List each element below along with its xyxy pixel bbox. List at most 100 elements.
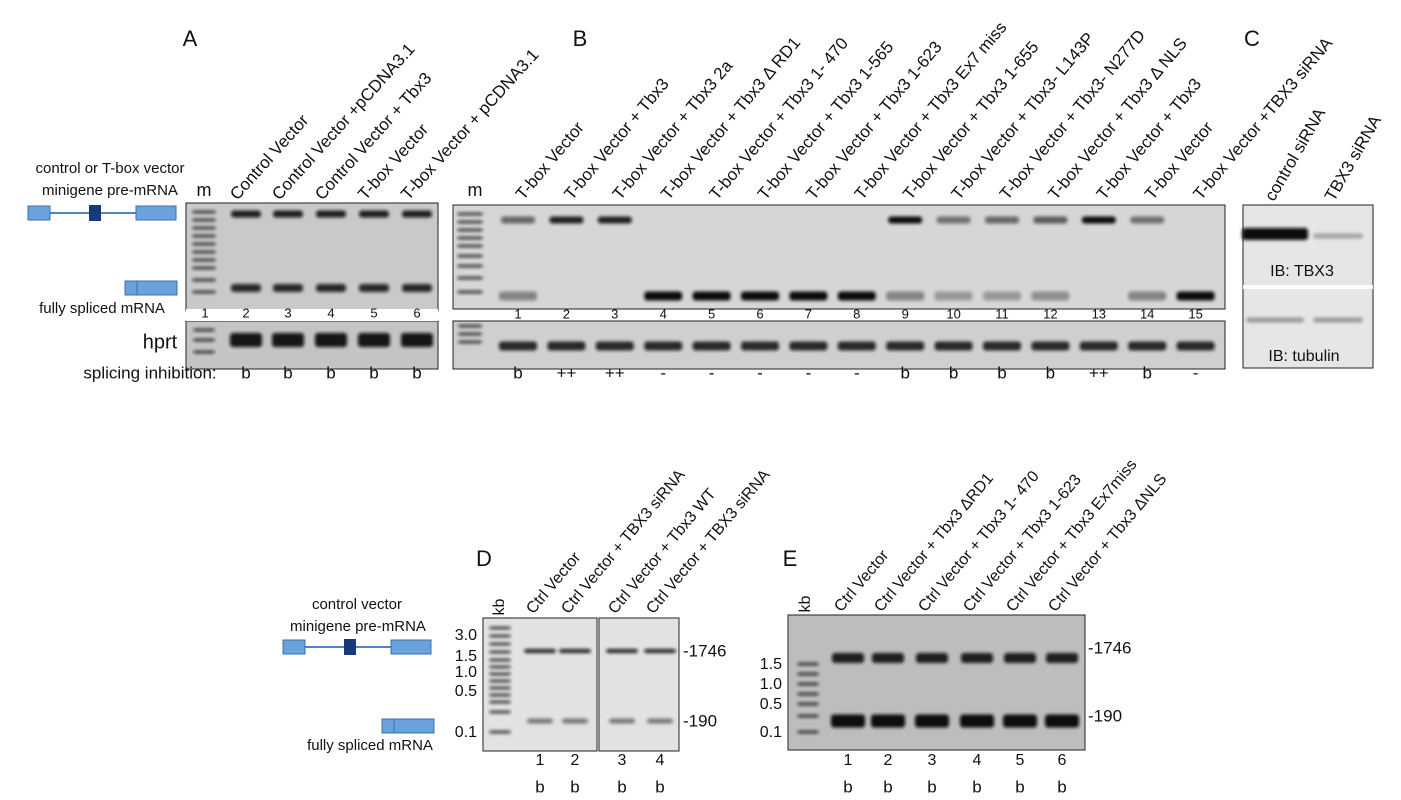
ladder-label: 0.5 <box>760 696 782 713</box>
band <box>272 333 304 347</box>
band <box>458 324 482 328</box>
panel-label: A <box>183 26 198 51</box>
blot-label: IB: TBX3 <box>1270 263 1334 280</box>
band <box>1004 653 1036 663</box>
band <box>489 700 511 704</box>
inhibition: b <box>412 363 421 382</box>
lane-number: 6 <box>1058 752 1067 769</box>
diagram-text: control or T-box vector <box>36 160 185 177</box>
ladder-label: 1.0 <box>760 676 782 693</box>
unit-label: kb <box>491 598 508 615</box>
inhibition: ++ <box>1089 363 1109 382</box>
inhibition: b <box>617 777 626 796</box>
lane-number: 4 <box>656 752 665 769</box>
band <box>886 291 925 301</box>
ladder-label: 3.0 <box>455 627 477 644</box>
band <box>549 216 584 224</box>
lane-number: 4 <box>327 305 334 320</box>
band <box>831 714 865 728</box>
band <box>1081 216 1116 224</box>
band <box>692 291 731 301</box>
band <box>1242 228 1308 240</box>
lane-number: 2 <box>571 752 580 769</box>
band <box>797 730 819 734</box>
inhibition: b <box>1046 363 1055 382</box>
band <box>458 332 482 336</box>
lane-number: 10 <box>946 306 960 321</box>
band <box>192 218 216 222</box>
lane-number: 3 <box>618 752 627 769</box>
diagram-text: minigene pre-mRNA <box>290 618 426 635</box>
band <box>457 212 483 216</box>
band <box>489 730 511 734</box>
band <box>499 291 537 301</box>
band <box>457 236 483 240</box>
band <box>692 341 731 351</box>
band <box>489 679 511 683</box>
band <box>1033 216 1068 224</box>
band <box>231 210 261 218</box>
band <box>1031 291 1070 301</box>
ladder-label: 1.0 <box>455 664 477 681</box>
inhibition: b <box>513 363 522 382</box>
band <box>230 333 262 347</box>
band <box>1045 714 1079 728</box>
band <box>316 284 346 292</box>
inhibition: b <box>843 777 852 796</box>
band <box>960 714 994 728</box>
band <box>1313 233 1363 239</box>
inhibition: b <box>900 363 909 382</box>
band <box>192 290 216 294</box>
lane-number: 14 <box>1140 306 1154 321</box>
inhibition: b <box>949 363 958 382</box>
band <box>401 333 433 347</box>
row-label: splicing inhibition: <box>83 363 216 382</box>
band <box>595 341 634 351</box>
band <box>193 350 215 354</box>
band <box>797 662 819 666</box>
lane-number: 7 <box>805 306 812 321</box>
divider <box>1243 285 1373 289</box>
exon <box>390 639 432 655</box>
band <box>1031 341 1070 351</box>
ladder-label: 0.1 <box>760 724 782 741</box>
panel-label: B <box>573 26 588 51</box>
band <box>489 650 511 654</box>
gel <box>482 617 598 752</box>
inhibition: b <box>883 777 892 796</box>
lane-number: 1 <box>536 752 545 769</box>
ladder-label: 1.5 <box>760 656 782 673</box>
band <box>562 718 588 724</box>
band <box>741 291 779 301</box>
band <box>797 682 819 686</box>
band <box>457 264 483 268</box>
band <box>983 341 1021 351</box>
band <box>457 290 483 294</box>
band <box>741 341 779 351</box>
lane-number: 1 <box>514 306 521 321</box>
inhibition: b <box>997 363 1006 382</box>
gel <box>787 614 1086 751</box>
band <box>402 284 432 292</box>
exon <box>136 280 178 296</box>
band <box>888 216 923 224</box>
unit-label: kb <box>797 595 814 612</box>
panel-label: E <box>783 546 798 571</box>
band <box>358 333 390 347</box>
band <box>489 658 511 662</box>
band <box>916 653 948 663</box>
band <box>872 653 904 663</box>
inhibition: b <box>369 363 378 382</box>
gel <box>185 202 439 312</box>
band <box>1003 714 1037 728</box>
band <box>316 210 346 218</box>
gel <box>598 617 680 752</box>
band <box>489 642 511 646</box>
panel-label: D <box>476 546 492 571</box>
band <box>489 634 511 638</box>
band <box>192 226 216 230</box>
band <box>457 276 483 280</box>
inhibition: - <box>1193 363 1199 382</box>
inhibition: b <box>655 777 664 796</box>
